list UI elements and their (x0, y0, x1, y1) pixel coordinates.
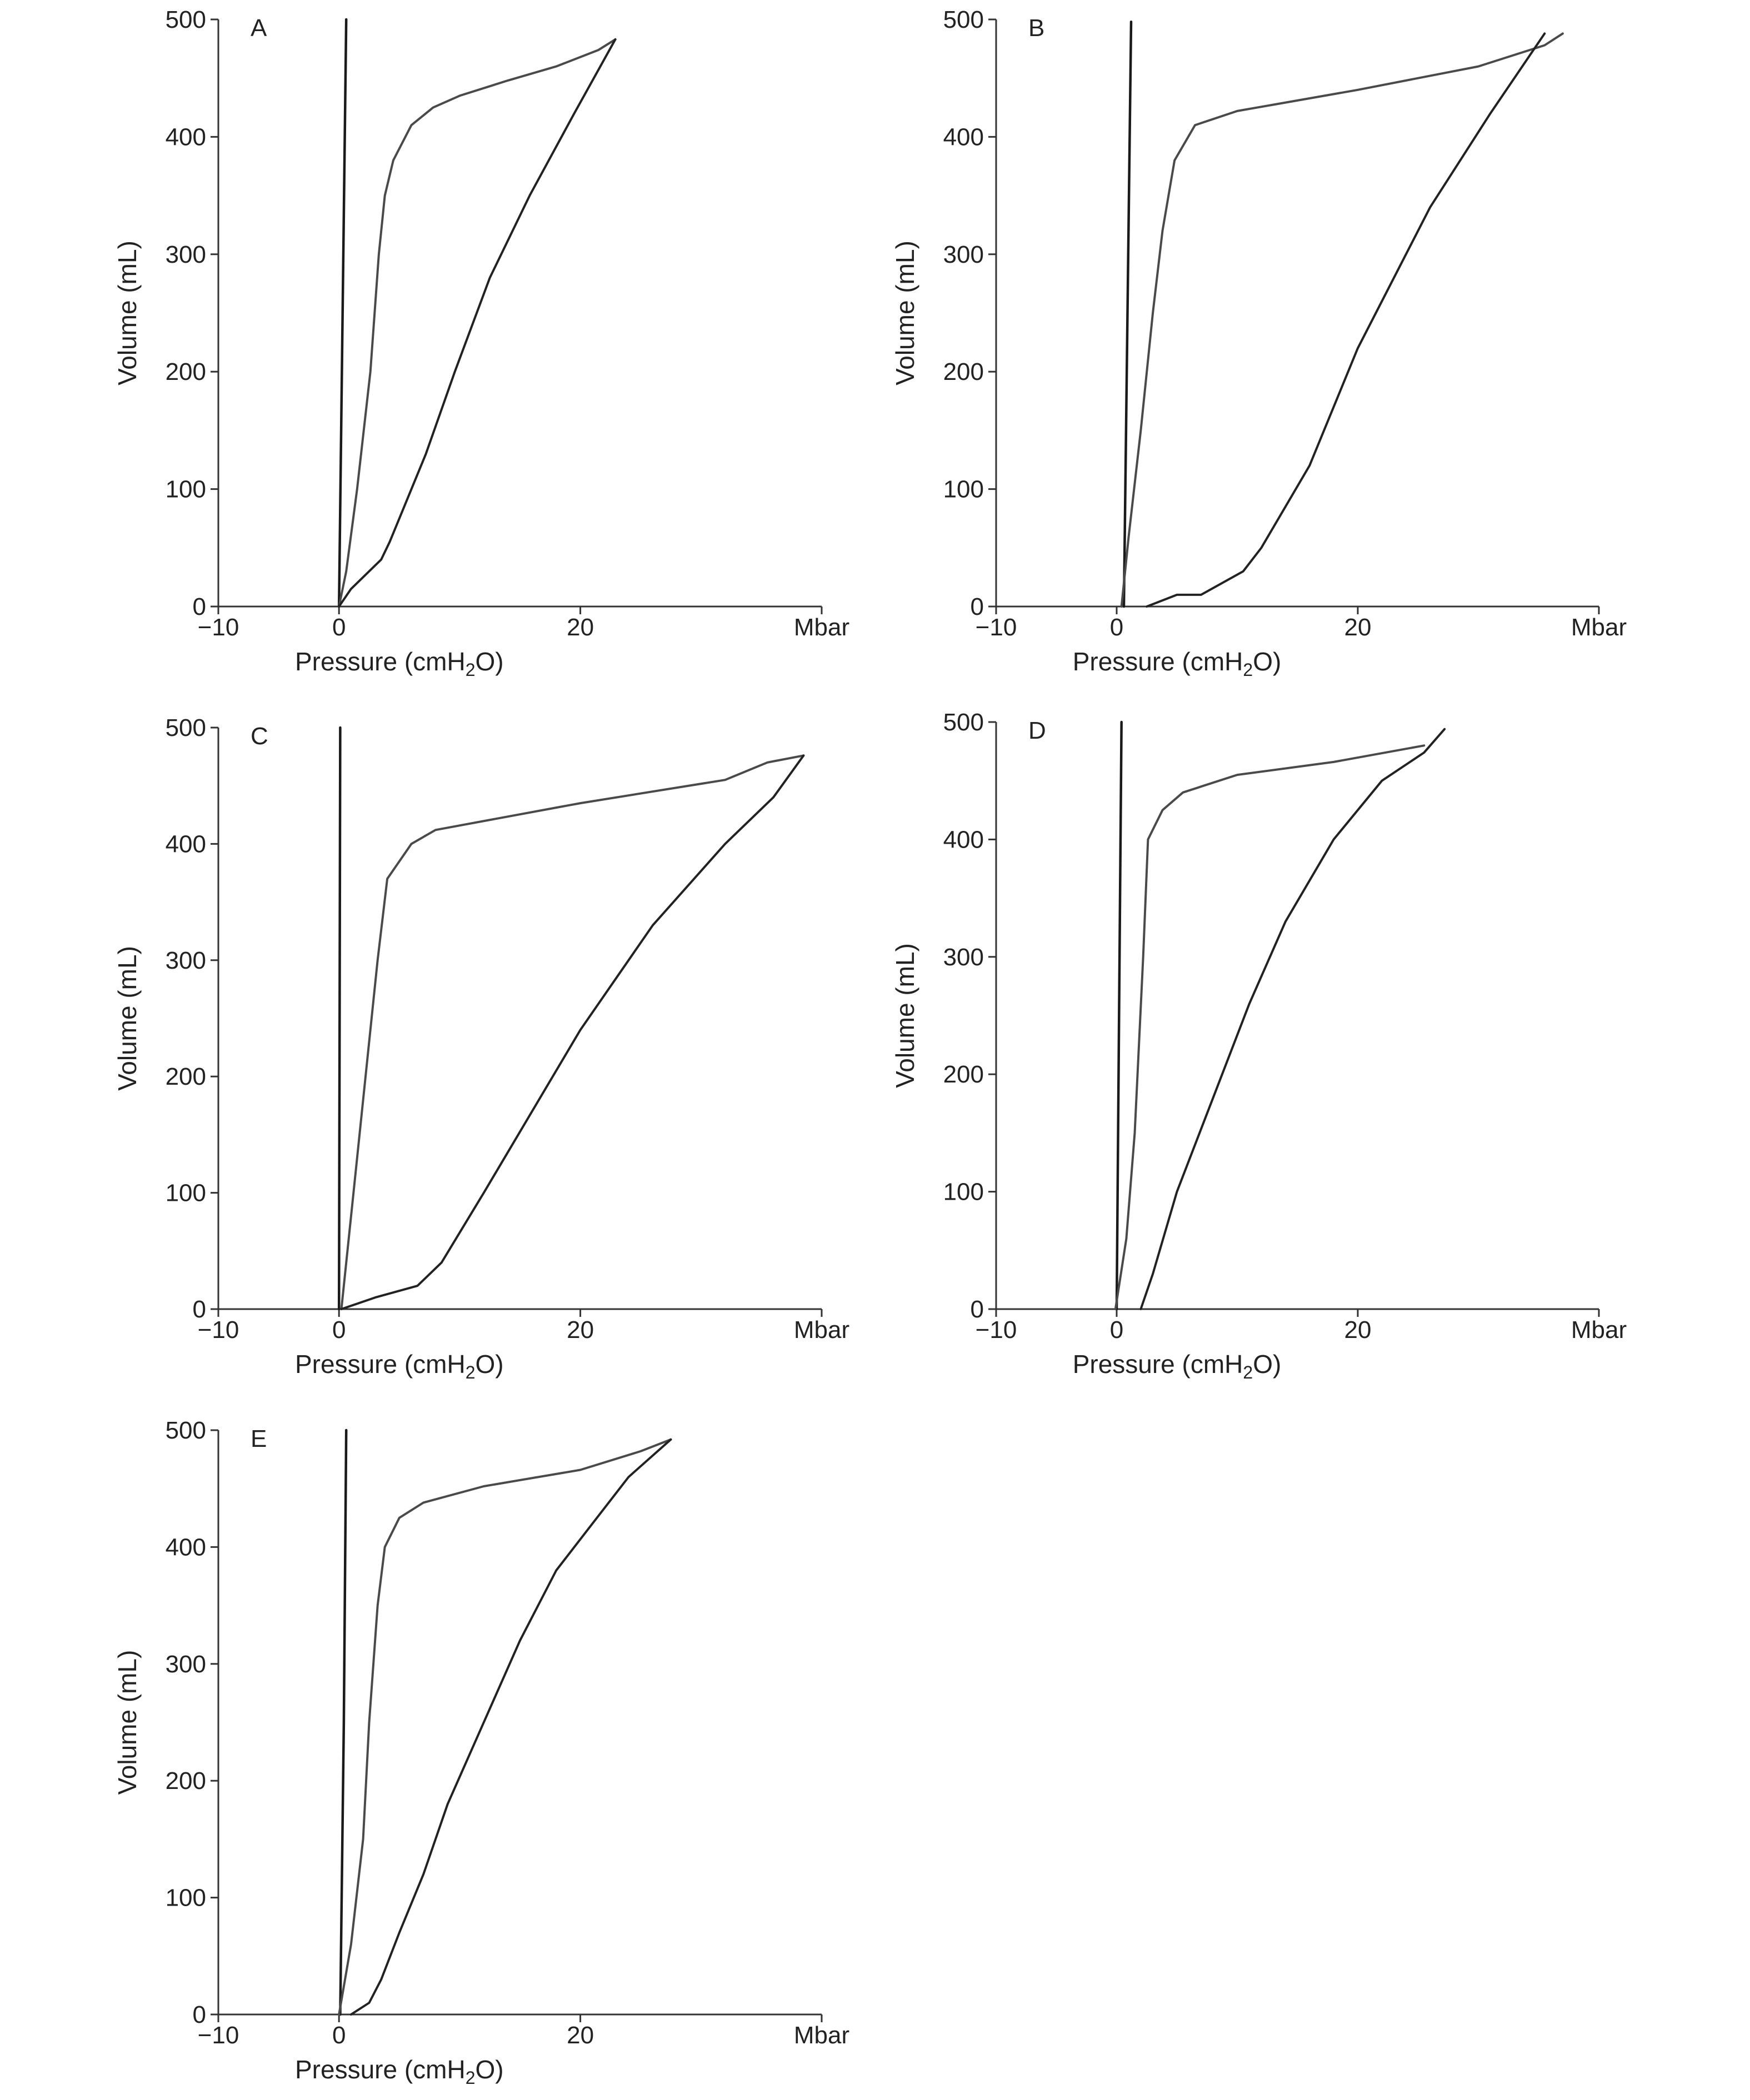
y-tick-label: 400 (166, 1533, 206, 1561)
x-axis-title: Pressure (cmH2O) (295, 2055, 504, 2088)
y-tick-label: 500 (943, 6, 984, 33)
x-tick-label: 20 (567, 1316, 594, 1344)
y-tick-label: 300 (166, 947, 206, 974)
series-line-1 (337, 726, 342, 1311)
x-unit-label: Mbar (794, 2022, 849, 2049)
x-axis-title: Pressure (cmH2O) (1073, 1350, 1282, 1382)
y-tick-label: 100 (166, 1180, 206, 1207)
y-tick-label: 0 (193, 593, 206, 620)
y-tick-label: 100 (166, 1885, 206, 1912)
x-axis-title: Pressure (cmH2O) (295, 1350, 504, 1382)
y-tick-label: 0 (193, 2001, 206, 2028)
x-tick-label: −10 (198, 1316, 239, 1344)
x-tick-label: 20 (567, 2022, 594, 2049)
y-tick-label: 0 (971, 593, 984, 620)
y-tick-label: 500 (166, 714, 206, 741)
series-line-3 (1139, 728, 1446, 1310)
series-line-1 (339, 1429, 348, 2016)
y-axis-title: Volume (mL) (891, 943, 919, 1088)
x-axis-title: Pressure (cmH2O) (1073, 647, 1282, 680)
y-tick-label: 400 (943, 826, 984, 853)
y-axis-title: Volume (mL) (113, 240, 142, 385)
x-unit-label: Mbar (1571, 614, 1627, 641)
x-axis-title: Pressure (cmH2O) (295, 647, 504, 680)
series-line-3 (340, 754, 805, 1310)
series-line-3 (1146, 32, 1546, 608)
y-tick-label: 200 (943, 1061, 984, 1088)
x-tick-label: 20 (567, 614, 594, 641)
y-tick-label: 0 (193, 1296, 206, 1323)
series-line-2 (338, 1438, 672, 2016)
panel-label: B (1028, 14, 1044, 42)
x-tick-label: −10 (198, 2022, 239, 2049)
y-axis-title: Volume (mL) (891, 240, 919, 385)
y-tick-label: 500 (943, 709, 984, 736)
series-line-2 (1120, 32, 1564, 608)
y-tick-label: 100 (943, 476, 984, 503)
x-tick-label: −10 (976, 614, 1017, 641)
y-tick-label: 0 (971, 1296, 984, 1323)
y-tick-label: 300 (166, 241, 206, 268)
y-axis-title: Volume (mL) (113, 1650, 142, 1795)
y-tick-label: 100 (943, 1179, 984, 1206)
y-tick-label: 200 (943, 358, 984, 385)
x-unit-label: Mbar (794, 614, 849, 641)
y-tick-label: 400 (166, 830, 206, 858)
series-line-2 (340, 754, 805, 1310)
panel-label: E (251, 1425, 267, 1452)
y-tick-label: 500 (166, 1417, 206, 1444)
y-tick-label: 500 (166, 6, 206, 33)
panel-label: A (251, 14, 267, 42)
x-tick-label: 0 (1110, 614, 1123, 641)
y-axis-title: Volume (mL) (113, 946, 142, 1091)
y-tick-label: 200 (166, 358, 206, 385)
y-tick-label: 200 (166, 1063, 206, 1090)
series-line-2 (338, 38, 617, 608)
series-line-3 (349, 1438, 672, 2016)
series-line-3 (338, 38, 617, 608)
x-tick-label: −10 (198, 614, 239, 641)
x-tick-label: 0 (332, 1316, 346, 1344)
panel-label: D (1028, 717, 1046, 744)
y-tick-label: 200 (166, 1767, 206, 1795)
x-tick-label: −10 (976, 1316, 1017, 1344)
y-tick-label: 300 (943, 944, 984, 971)
panel-label: C (251, 723, 268, 750)
series-line-1 (1122, 20, 1133, 608)
x-unit-label: Mbar (794, 1316, 849, 1344)
y-tick-label: 300 (166, 1651, 206, 1678)
y-tick-label: 400 (943, 123, 984, 151)
x-unit-label: Mbar (1571, 1316, 1627, 1344)
x-tick-label: 0 (332, 2022, 346, 2049)
x-tick-label: 0 (1110, 1316, 1123, 1344)
series-line-2 (1114, 744, 1426, 1310)
y-tick-label: 300 (943, 241, 984, 268)
y-tick-label: 100 (166, 476, 206, 503)
series-line-1 (337, 18, 348, 608)
x-tick-label: 0 (332, 614, 346, 641)
series-line-1 (1115, 720, 1123, 1311)
x-tick-label: 20 (1344, 614, 1372, 641)
y-tick-label: 400 (166, 123, 206, 151)
x-tick-label: 20 (1344, 1316, 1372, 1344)
